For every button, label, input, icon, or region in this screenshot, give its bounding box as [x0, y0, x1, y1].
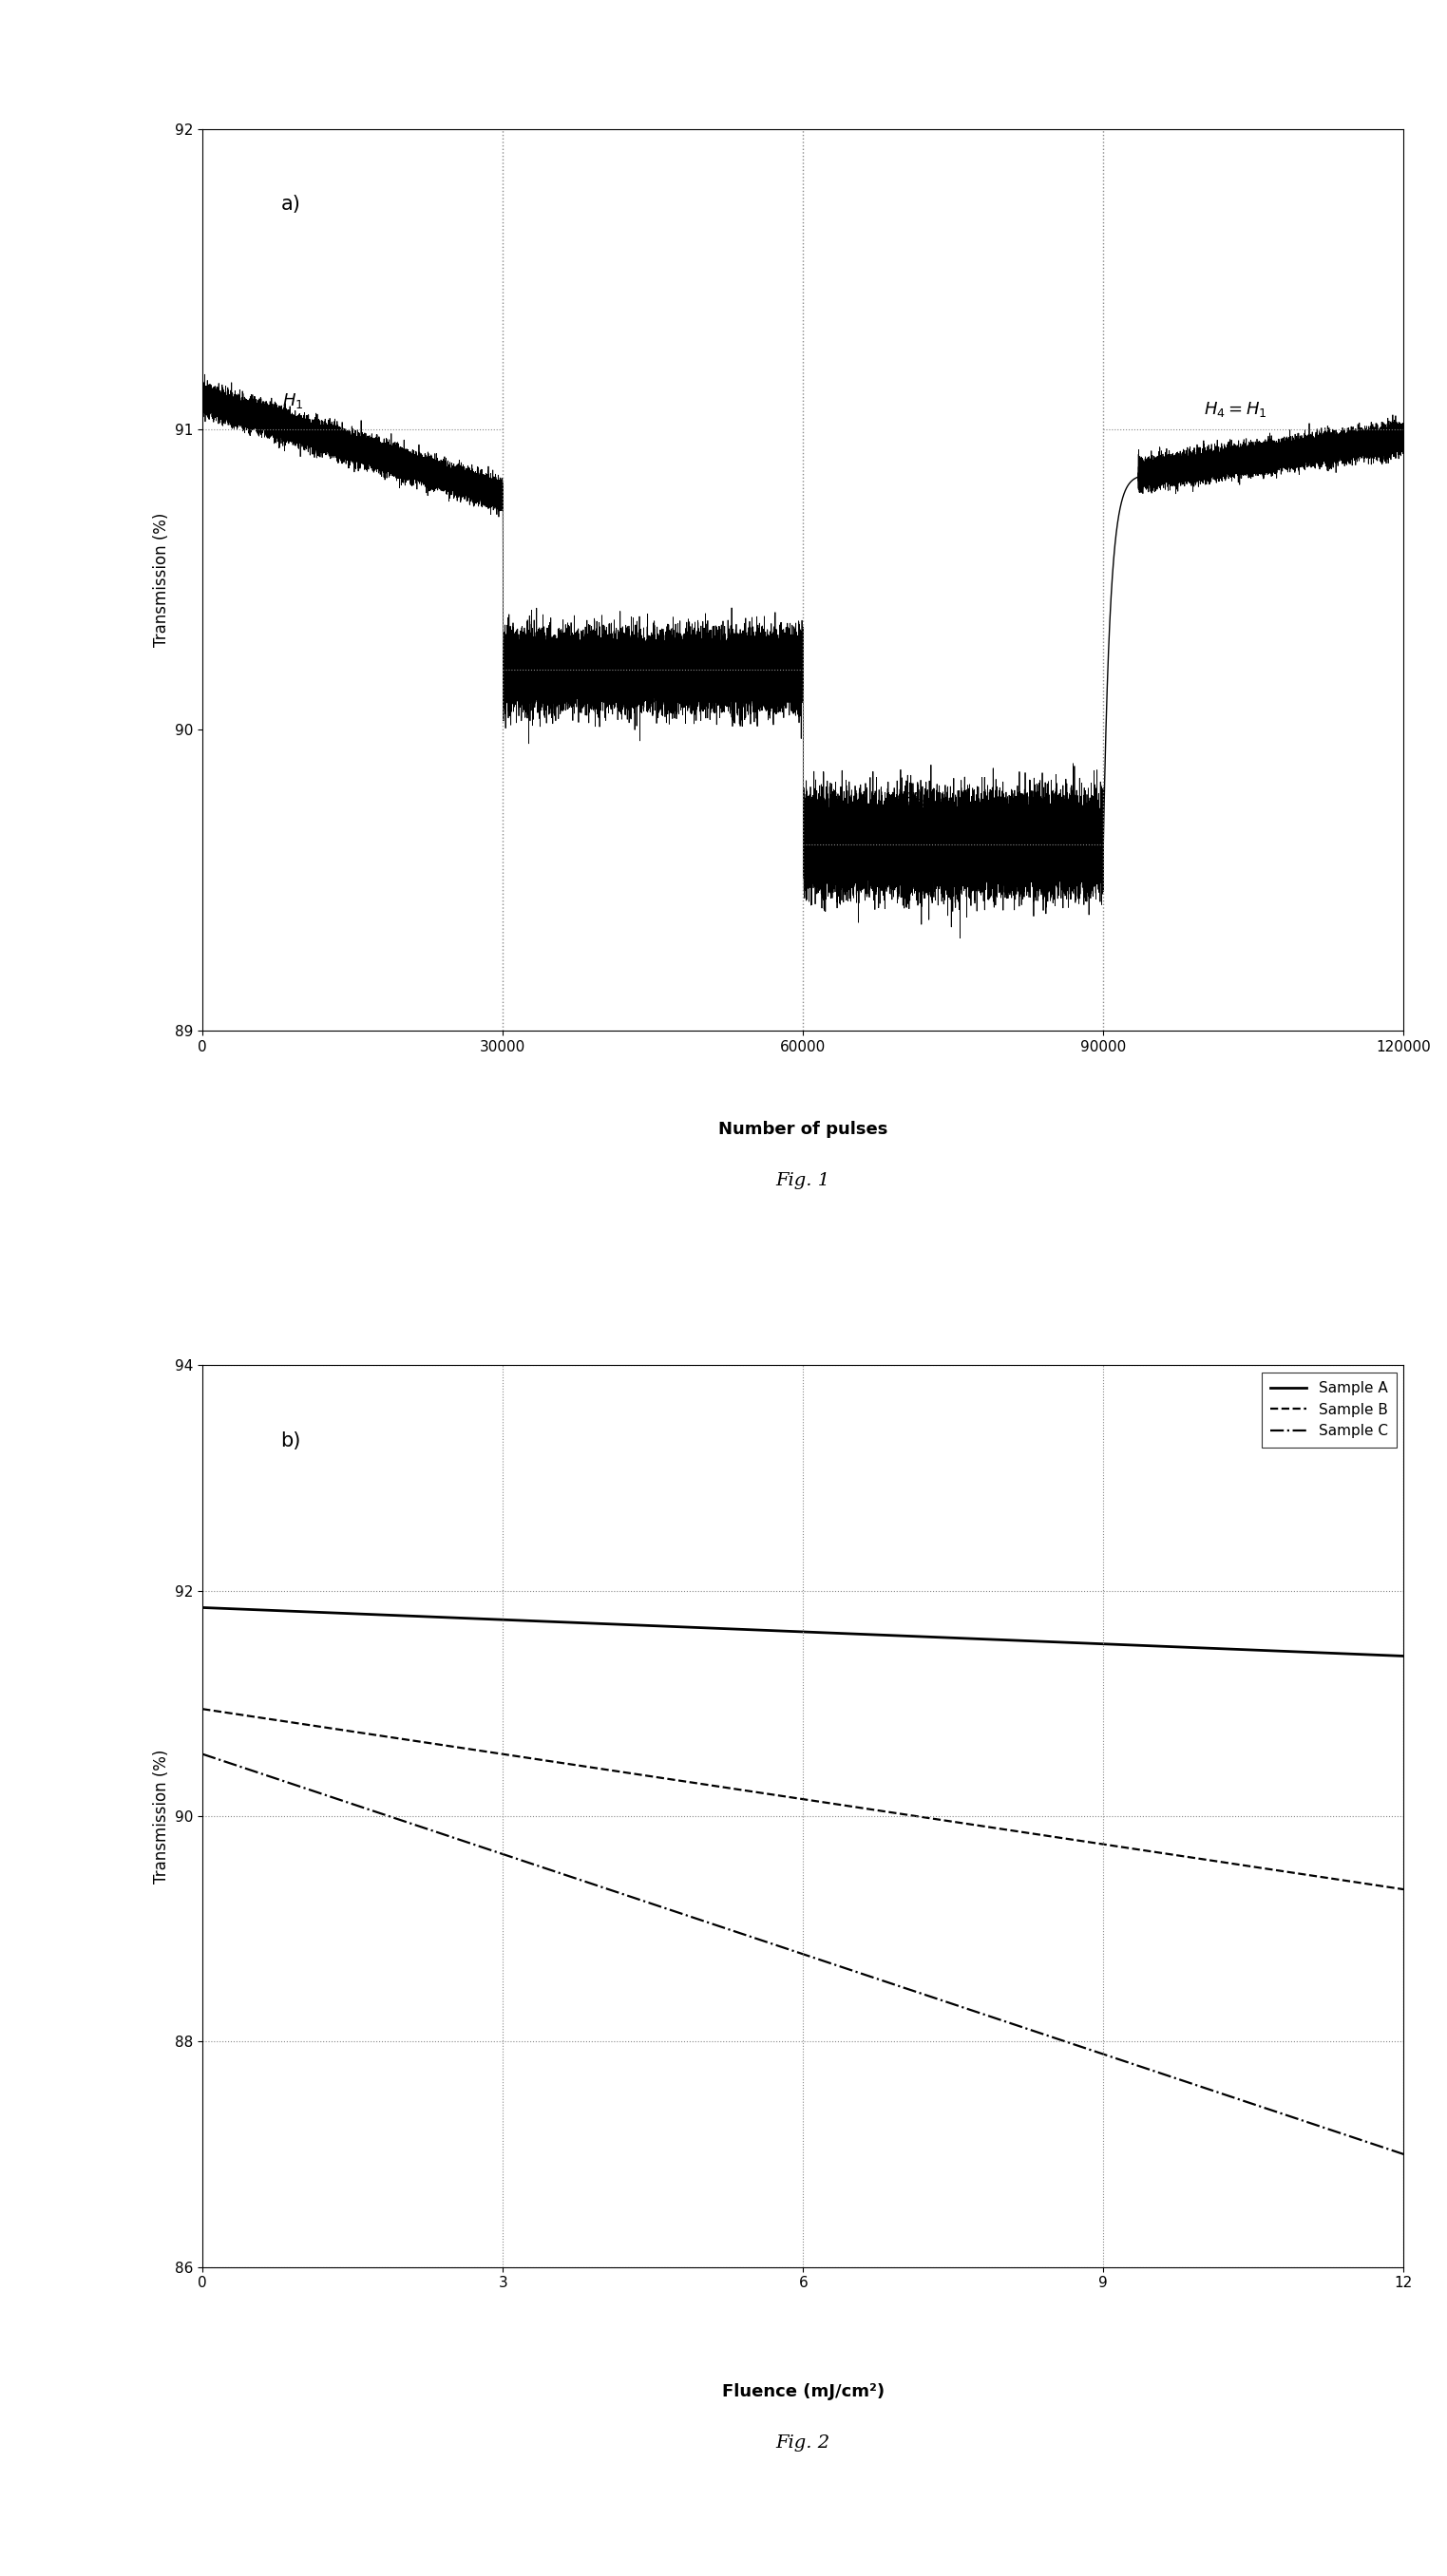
Text: Number of pulses: Number of pulses — [718, 1121, 888, 1139]
Text: b): b) — [281, 1432, 301, 1450]
Text: $H_4 = H_1$: $H_4 = H_1$ — [1204, 399, 1266, 420]
Legend: Sample A, Sample B, Sample C: Sample A, Sample B, Sample C — [1262, 1373, 1396, 1448]
Text: $H_1$: $H_1$ — [282, 392, 304, 410]
Text: Fig. 1: Fig. 1 — [776, 1172, 831, 1190]
Y-axis label: Transmission (%): Transmission (%) — [152, 513, 169, 647]
Text: $H_2$: $H_2$ — [583, 631, 603, 652]
Text: $H_3$: $H_3$ — [903, 791, 925, 809]
Text: Fluence (mJ/cm²): Fluence (mJ/cm²) — [722, 2383, 884, 2401]
Text: Fig. 2: Fig. 2 — [776, 2434, 831, 2452]
Text: a): a) — [281, 196, 301, 214]
Y-axis label: Transmission (%): Transmission (%) — [152, 1749, 169, 1883]
